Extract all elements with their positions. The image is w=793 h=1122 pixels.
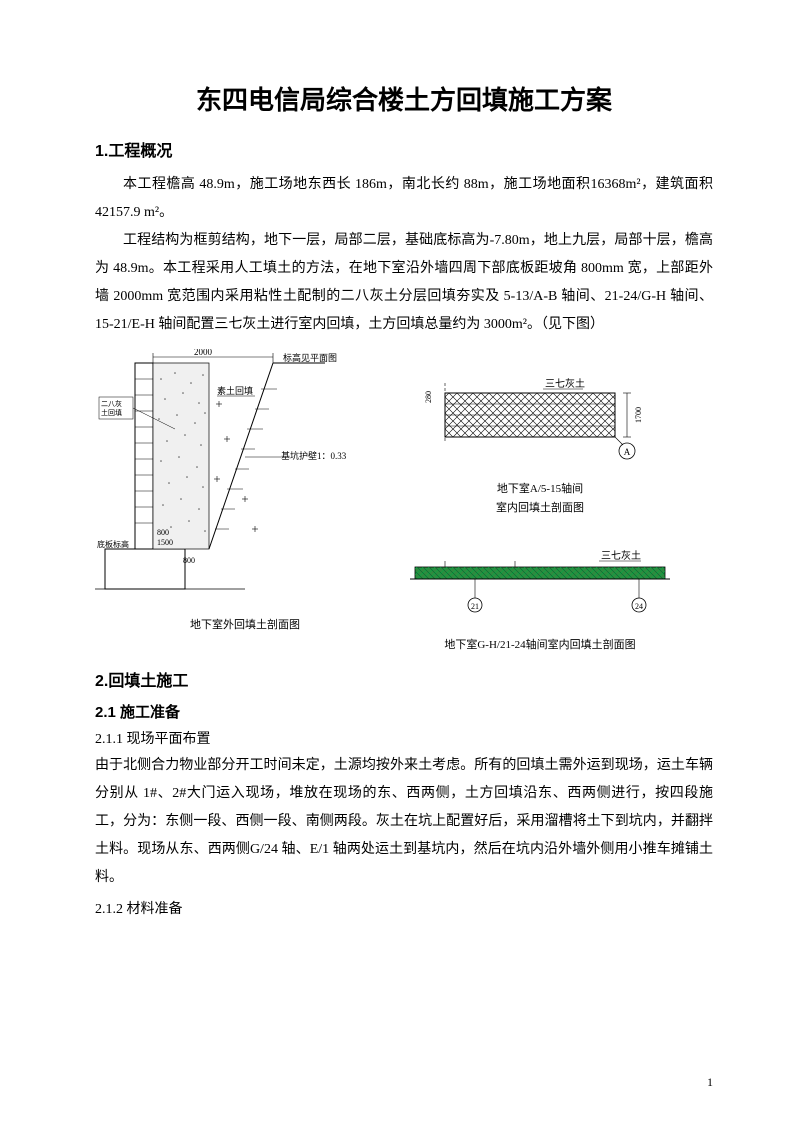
section-2-1-2-heading: 2.1.2 材料准备 [95, 898, 713, 918]
figure-interior-section-a: 三七灰土 280 1700 A [405, 373, 675, 473]
label-28: 二八灰 [101, 399, 122, 408]
dim-1500: 1500 [157, 538, 173, 547]
page-number: 1 [707, 1075, 713, 1090]
figures-row: 2000 标高见平面图 二八灰 土回填 素土回填 基坑护壁1：0.33 底板标高… [95, 349, 713, 653]
section-1-heading: 1.工程概况 [95, 137, 713, 161]
page: 东四电信局综合楼土方回填施工方案 1.工程概况 本工程檐高 48.9m，施工场地… [0, 0, 793, 1122]
label-slope: 基坑护壁1：0.33 [281, 450, 347, 461]
figure-left-wrapper: 2000 标高见平面图 二八灰 土回填 素土回填 基坑护壁1：0.33 底板标高… [95, 349, 395, 633]
axis-24: 24 [635, 602, 643, 611]
section-2-1-1-para: 由于北侧合力物业部分开工时间未定，土源均按外来土考虑。所有的回填土需外运到现场，… [95, 752, 713, 892]
label-sutu: 素土回填 [217, 385, 253, 396]
figure-right-top-caption1: 地下室A/5-15轴间 [405, 482, 675, 497]
label-dibiao: 底板标高 [97, 539, 129, 549]
dim-1700: 1700 [634, 407, 643, 423]
dim-800a: 800 [157, 528, 169, 537]
figure-right-column: 三七灰土 280 1700 A 地下室A/5-15轴间 [405, 349, 675, 653]
section-1-para-1: 本工程檐高 48.9m，施工场地东西长 186m，南北长约 88m，施工场地面积… [95, 171, 713, 227]
figure-right-top-caption2: 室内回填土剖面图 [405, 501, 675, 516]
label-37-bot: 三七灰土 [601, 549, 641, 562]
title-part2: 土方回填施工方案 [404, 85, 612, 115]
figure-right-bottom-caption: 地下室G-H/21-24轴间室内回填土剖面图 [405, 638, 675, 653]
section-2-1-1-heading: 2.1.1 现场平面布置 [95, 728, 713, 748]
figure-right-top-wrapper: 三七灰土 280 1700 A 地下室A/5-15轴间 [405, 373, 675, 517]
svg-text:土回填: 土回填 [101, 408, 122, 417]
section-1-para-2: 工程结构为框剪结构，地下一层，局部二层，基础底标高为-7.80m，地上九层，局部… [95, 227, 713, 339]
figure-exterior-section: 2000 标高见平面图 二八灰 土回填 素土回填 基坑护壁1：0.33 底板标高… [95, 349, 395, 609]
figure-left-caption: 地下室外回填土剖面图 [95, 618, 395, 633]
figure-right-bottom-wrapper: 三七灰土 21 [405, 549, 675, 653]
figure-interior-section-gh: 三七灰土 21 [405, 549, 675, 629]
document-title: 东四电信局综合楼土方回填施工方案 [95, 80, 713, 117]
dim-2000: 2000 [194, 349, 213, 357]
dim-280: 280 [424, 391, 433, 403]
section-2-heading: 2.回填土施工 [95, 667, 713, 691]
axis-a: A [624, 447, 631, 457]
section-2-1-heading: 2.1 施工准备 [95, 701, 713, 722]
title-part1: 东四电信局综合楼 [196, 85, 404, 115]
label-37-top: 三七灰土 [545, 377, 585, 390]
label-topline: 标高见平面图 [283, 352, 337, 363]
dim-800b: 800 [183, 556, 195, 565]
axis-21: 21 [471, 602, 479, 611]
